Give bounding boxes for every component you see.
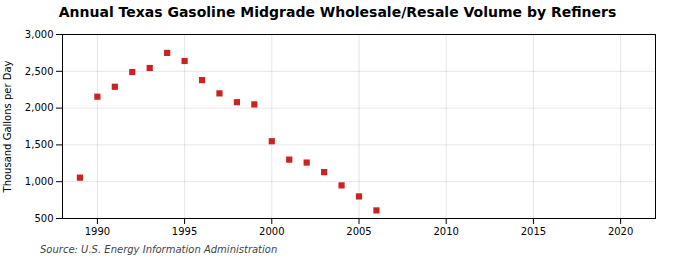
svg-text:Thousand Gallons per Day: Thousand Gallons per Day bbox=[2, 60, 13, 193]
svg-text:2,000: 2,000 bbox=[25, 102, 54, 113]
svg-text:1995: 1995 bbox=[172, 226, 197, 237]
html-text:Annual Texas Gasoline Midgrade: Annual Texas Gasoline Midgrade Wholesale… bbox=[58, 4, 617, 20]
svg-text:2005: 2005 bbox=[346, 226, 371, 237]
svg-text:2,500: 2,500 bbox=[25, 66, 54, 77]
svg-text:1,500: 1,500 bbox=[25, 139, 54, 150]
svg-text:3,000: 3,000 bbox=[25, 29, 54, 40]
svg-text:2020: 2020 bbox=[608, 226, 633, 237]
svg-text:2010: 2010 bbox=[433, 226, 458, 237]
svg-text:1990: 1990 bbox=[85, 226, 110, 237]
svg-text:500: 500 bbox=[34, 213, 53, 224]
svg-text:1,000: 1,000 bbox=[25, 176, 54, 187]
html-text:Source: U.S. Energy Informatio: Source: U.S. Energy Information Administ… bbox=[40, 244, 278, 255]
svg-text:2000: 2000 bbox=[259, 226, 284, 237]
svg-text:2015: 2015 bbox=[521, 226, 546, 237]
